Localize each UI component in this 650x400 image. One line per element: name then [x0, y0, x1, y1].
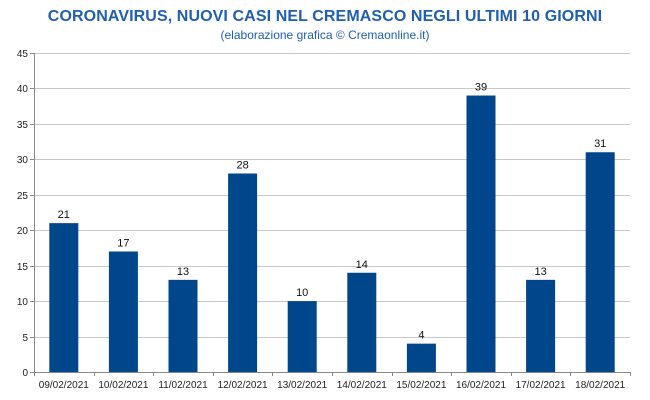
y-tick-label: 25 — [17, 191, 29, 202]
data-label: 31 — [594, 138, 606, 150]
x-tick-label: 17/02/2021 — [516, 380, 566, 391]
chart-title: CORONAVIRUS, NUOVI CASI NEL CREMASCO NEG… — [47, 8, 603, 25]
bar-15/02/2021 — [406, 343, 436, 372]
y-tick-labels: 0 5 10 15 20 25 30 35 40 45 — [17, 49, 29, 379]
bars — [49, 95, 615, 373]
x-tick-label: 10/02/2021 — [98, 380, 148, 391]
x-tick-label: 15/02/2021 — [396, 380, 446, 391]
y-tick-label: 45 — [17, 49, 29, 60]
x-tick-label: 11/02/2021 — [158, 380, 208, 391]
bar-09/02/2021 — [49, 223, 79, 372]
data-label: 4 — [418, 330, 424, 342]
x-tick-label: 14/02/2021 — [337, 380, 387, 391]
bar-13/02/2021 — [287, 301, 317, 372]
y-tick-label: 10 — [17, 297, 29, 308]
x-tick-label: 12/02/2021 — [218, 380, 268, 391]
x-tick-label: 09/02/2021 — [39, 380, 89, 391]
data-label: 13 — [177, 266, 189, 278]
data-label: 10 — [296, 287, 308, 299]
bar-14/02/2021 — [347, 272, 377, 372]
y-tick-label: 15 — [17, 262, 29, 273]
data-labels: 21 17 13 28 10 14 4 39 13 31 — [58, 82, 607, 342]
data-label: 13 — [534, 266, 546, 278]
bar-12/02/2021 — [228, 173, 258, 372]
y-tick-label: 5 — [22, 333, 28, 344]
x-tick-label: 13/02/2021 — [277, 380, 327, 391]
data-label: 17 — [117, 237, 129, 249]
y-tick-label: 35 — [17, 120, 29, 131]
y-tick-label: 30 — [17, 155, 29, 166]
x-tick-labels: 09/02/2021 10/02/2021 11/02/2021 12/02/2021… — [39, 380, 626, 391]
chart-subtitle: (elaborazione grafica © Cremaonline.it) — [220, 28, 430, 42]
axes — [30, 53, 631, 376]
bar-16/02/2021 — [466, 95, 496, 373]
y-tick-label: 0 — [22, 368, 28, 379]
bar-17/02/2021 — [526, 279, 556, 372]
y-tick-label: 40 — [17, 84, 29, 95]
x-tick-label: 18/02/2021 — [575, 380, 625, 391]
data-label: 28 — [236, 160, 248, 172]
data-label: 14 — [356, 259, 368, 271]
data-label: 39 — [475, 82, 487, 94]
x-tick-label: 16/02/2021 — [456, 380, 506, 391]
data-label: 21 — [58, 209, 70, 221]
bar-10/02/2021 — [108, 251, 138, 372]
bar-18/02/2021 — [585, 152, 615, 372]
bar-11/02/2021 — [168, 279, 198, 372]
y-tick-label: 20 — [17, 226, 29, 237]
